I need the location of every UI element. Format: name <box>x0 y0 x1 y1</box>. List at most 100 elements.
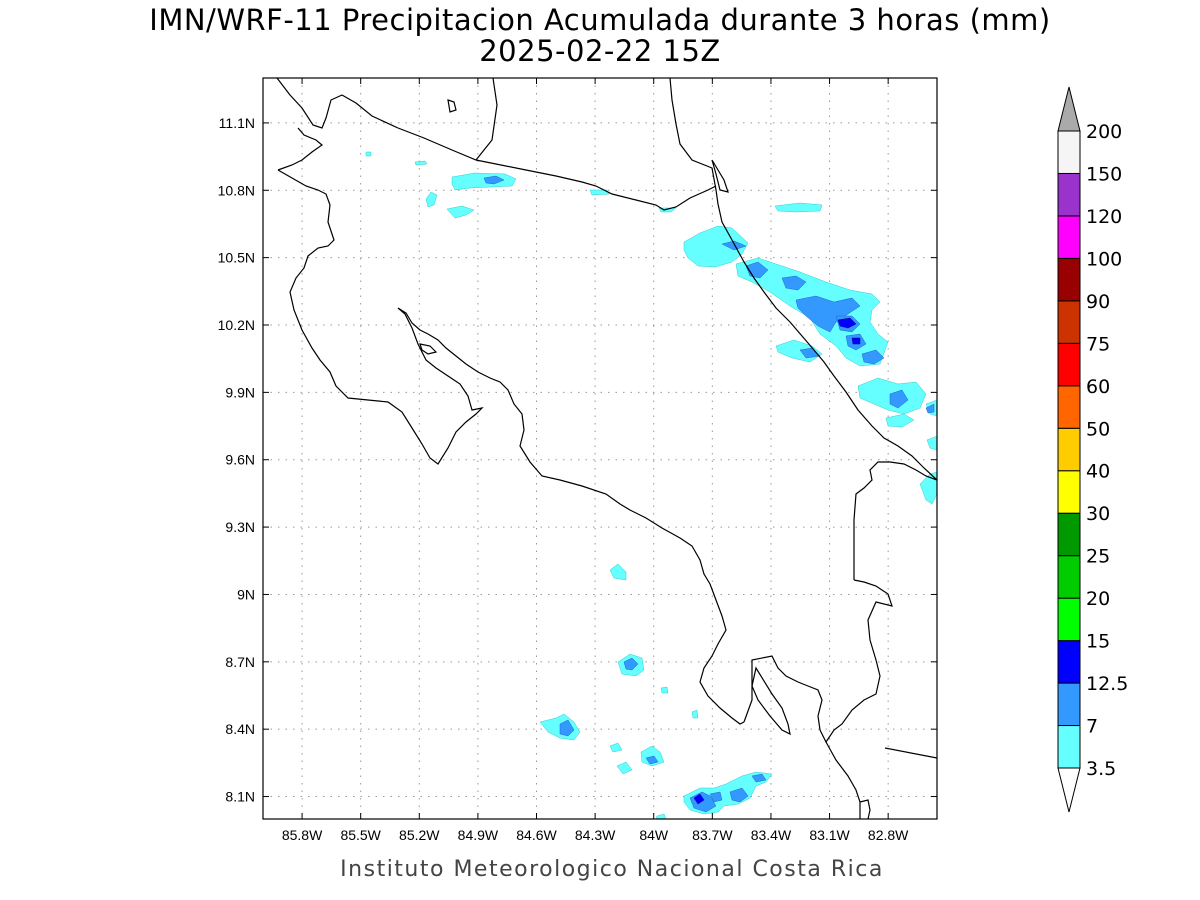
colorbar-segment <box>1057 385 1081 429</box>
precip-cell <box>683 225 749 268</box>
colorbar-label: 150 <box>1086 163 1122 185</box>
colorbar-segment <box>1057 427 1081 472</box>
golfo-dulce-outline <box>751 666 791 736</box>
precip-cell <box>640 745 665 767</box>
precip-cell <box>729 787 749 803</box>
colorbar-label: 75 <box>1086 333 1110 355</box>
precip-cell <box>425 191 438 208</box>
panama-border-south <box>825 741 861 819</box>
river-mouth-outline <box>711 159 729 193</box>
colorbar-over-arrow <box>1057 86 1081 132</box>
colorbar-segment <box>1057 130 1081 174</box>
colorbar-segment <box>1057 215 1081 259</box>
precip-cell <box>693 793 705 805</box>
y-tick-label: 8.1N <box>225 789 255 805</box>
y-tick-label: 11.1N <box>219 115 255 131</box>
colorbar-segment <box>1057 597 1081 642</box>
x-tick-label: 83.4W <box>751 827 792 843</box>
x-tick-label: 85.5W <box>340 827 381 843</box>
precip-cell <box>365 151 372 157</box>
precip-cell <box>925 403 935 414</box>
x-tick-label: 83.1W <box>809 827 850 843</box>
precip-cell <box>645 755 659 765</box>
precip-cell <box>751 773 767 783</box>
precip-cell <box>660 686 669 694</box>
precip-cell <box>609 742 623 753</box>
precip-cell <box>837 317 857 329</box>
precip-cell <box>885 413 915 428</box>
colorbar-label: 100 <box>1086 248 1122 270</box>
colorbar-segment <box>1057 555 1081 599</box>
y-tick-label: 8.7N <box>225 654 255 670</box>
colorbar-label: 25 <box>1086 546 1110 568</box>
x-tick-label: 84.6W <box>516 827 557 843</box>
colorbar-label: 7 <box>1086 716 1098 738</box>
burica-peninsula <box>859 799 871 819</box>
x-tick-label: 84.3W <box>575 827 616 843</box>
precip-cell <box>559 719 575 737</box>
precip-cell <box>774 202 823 213</box>
y-tick-label: 9N <box>237 586 255 602</box>
y-tick-label: 10.2N <box>218 317 255 333</box>
precip-cell <box>721 240 747 251</box>
precip-cell <box>609 563 627 581</box>
colorbar: 3.5 7 12.5 15 20 25 30 40 50 60 75 90 100 120 150 200 <box>1057 86 1128 813</box>
colorbar-segment <box>1057 512 1081 557</box>
y-tick-label: 9.3N <box>225 519 255 535</box>
precip-cell <box>616 761 633 775</box>
precip-cell <box>655 813 667 819</box>
y-tick-label: 8.4N <box>225 721 255 737</box>
colorbar-segment <box>1057 300 1081 344</box>
island-outline <box>447 99 457 113</box>
y-tick-label: 10.8N <box>218 182 255 198</box>
footer-credit: Instituto Meteorologico Nacional Costa R… <box>340 857 884 882</box>
colorbar-segment <box>1057 470 1081 514</box>
x-tick-label: 84.9W <box>458 827 499 843</box>
colorbar-label: 12.5 <box>1086 673 1128 695</box>
island-outline <box>419 343 438 355</box>
precip-cell <box>414 160 428 166</box>
nicaragua-border-pacific <box>276 78 498 161</box>
colorbar-label: 60 <box>1086 376 1110 398</box>
precip-cell <box>861 349 885 365</box>
colorbar-label: 200 <box>1086 121 1122 143</box>
precip-cell <box>451 172 517 191</box>
precipitation-layer <box>365 151 937 819</box>
colorbar-label: 40 <box>1086 461 1110 483</box>
colorbar-label: 15 <box>1086 631 1110 653</box>
colorbar-segment <box>1057 257 1081 302</box>
coastlines-and-borders <box>276 78 937 819</box>
precip-cell <box>926 435 937 451</box>
precip-cell <box>691 709 699 719</box>
panama-coast-south <box>884 747 937 759</box>
map-background <box>263 78 937 819</box>
y-tick-label: 10.5N <box>218 250 255 266</box>
colorbar-label: 30 <box>1086 503 1110 525</box>
y-tick-label: 9.6N <box>225 452 255 468</box>
x-tick-label: 83.7W <box>692 827 733 843</box>
costa-rica-pacific-coast <box>277 169 745 725</box>
precip-cell <box>781 275 807 291</box>
colorbar-segment <box>1057 342 1081 387</box>
colorbar-label: 20 <box>1086 588 1110 610</box>
guanacaste-coast <box>277 127 323 171</box>
colorbar-segment <box>1057 682 1081 727</box>
colorbar-label: 90 <box>1086 291 1110 313</box>
x-tick-label: 85.8W <box>282 827 323 843</box>
osa-golfito-coast <box>743 579 893 744</box>
x-tick-label: 84W <box>639 827 669 843</box>
precip-heavy <box>693 317 861 805</box>
costa-rica-caribbean-coast <box>669 78 937 481</box>
axis-ticks: 85.8W 85.5W 85.2W 84.9W 84.6W 84.3W 84W 83.7W 83… <box>218 78 937 843</box>
panama-border <box>853 461 937 580</box>
colorbar-under-arrow <box>1057 767 1081 813</box>
nicaragua-border-north <box>475 159 717 211</box>
precip-cell <box>799 347 821 359</box>
x-tick-label: 85.2W <box>399 827 440 843</box>
x-tick-label: 82.8W <box>868 827 909 843</box>
map-panel: 85.8W 85.5W 85.2W 84.9W 84.6W 84.3W 84W 83.7W 83… <box>218 77 938 843</box>
precip-cell <box>446 205 475 219</box>
precip-cell <box>589 189 610 196</box>
precip-cell <box>623 657 639 671</box>
